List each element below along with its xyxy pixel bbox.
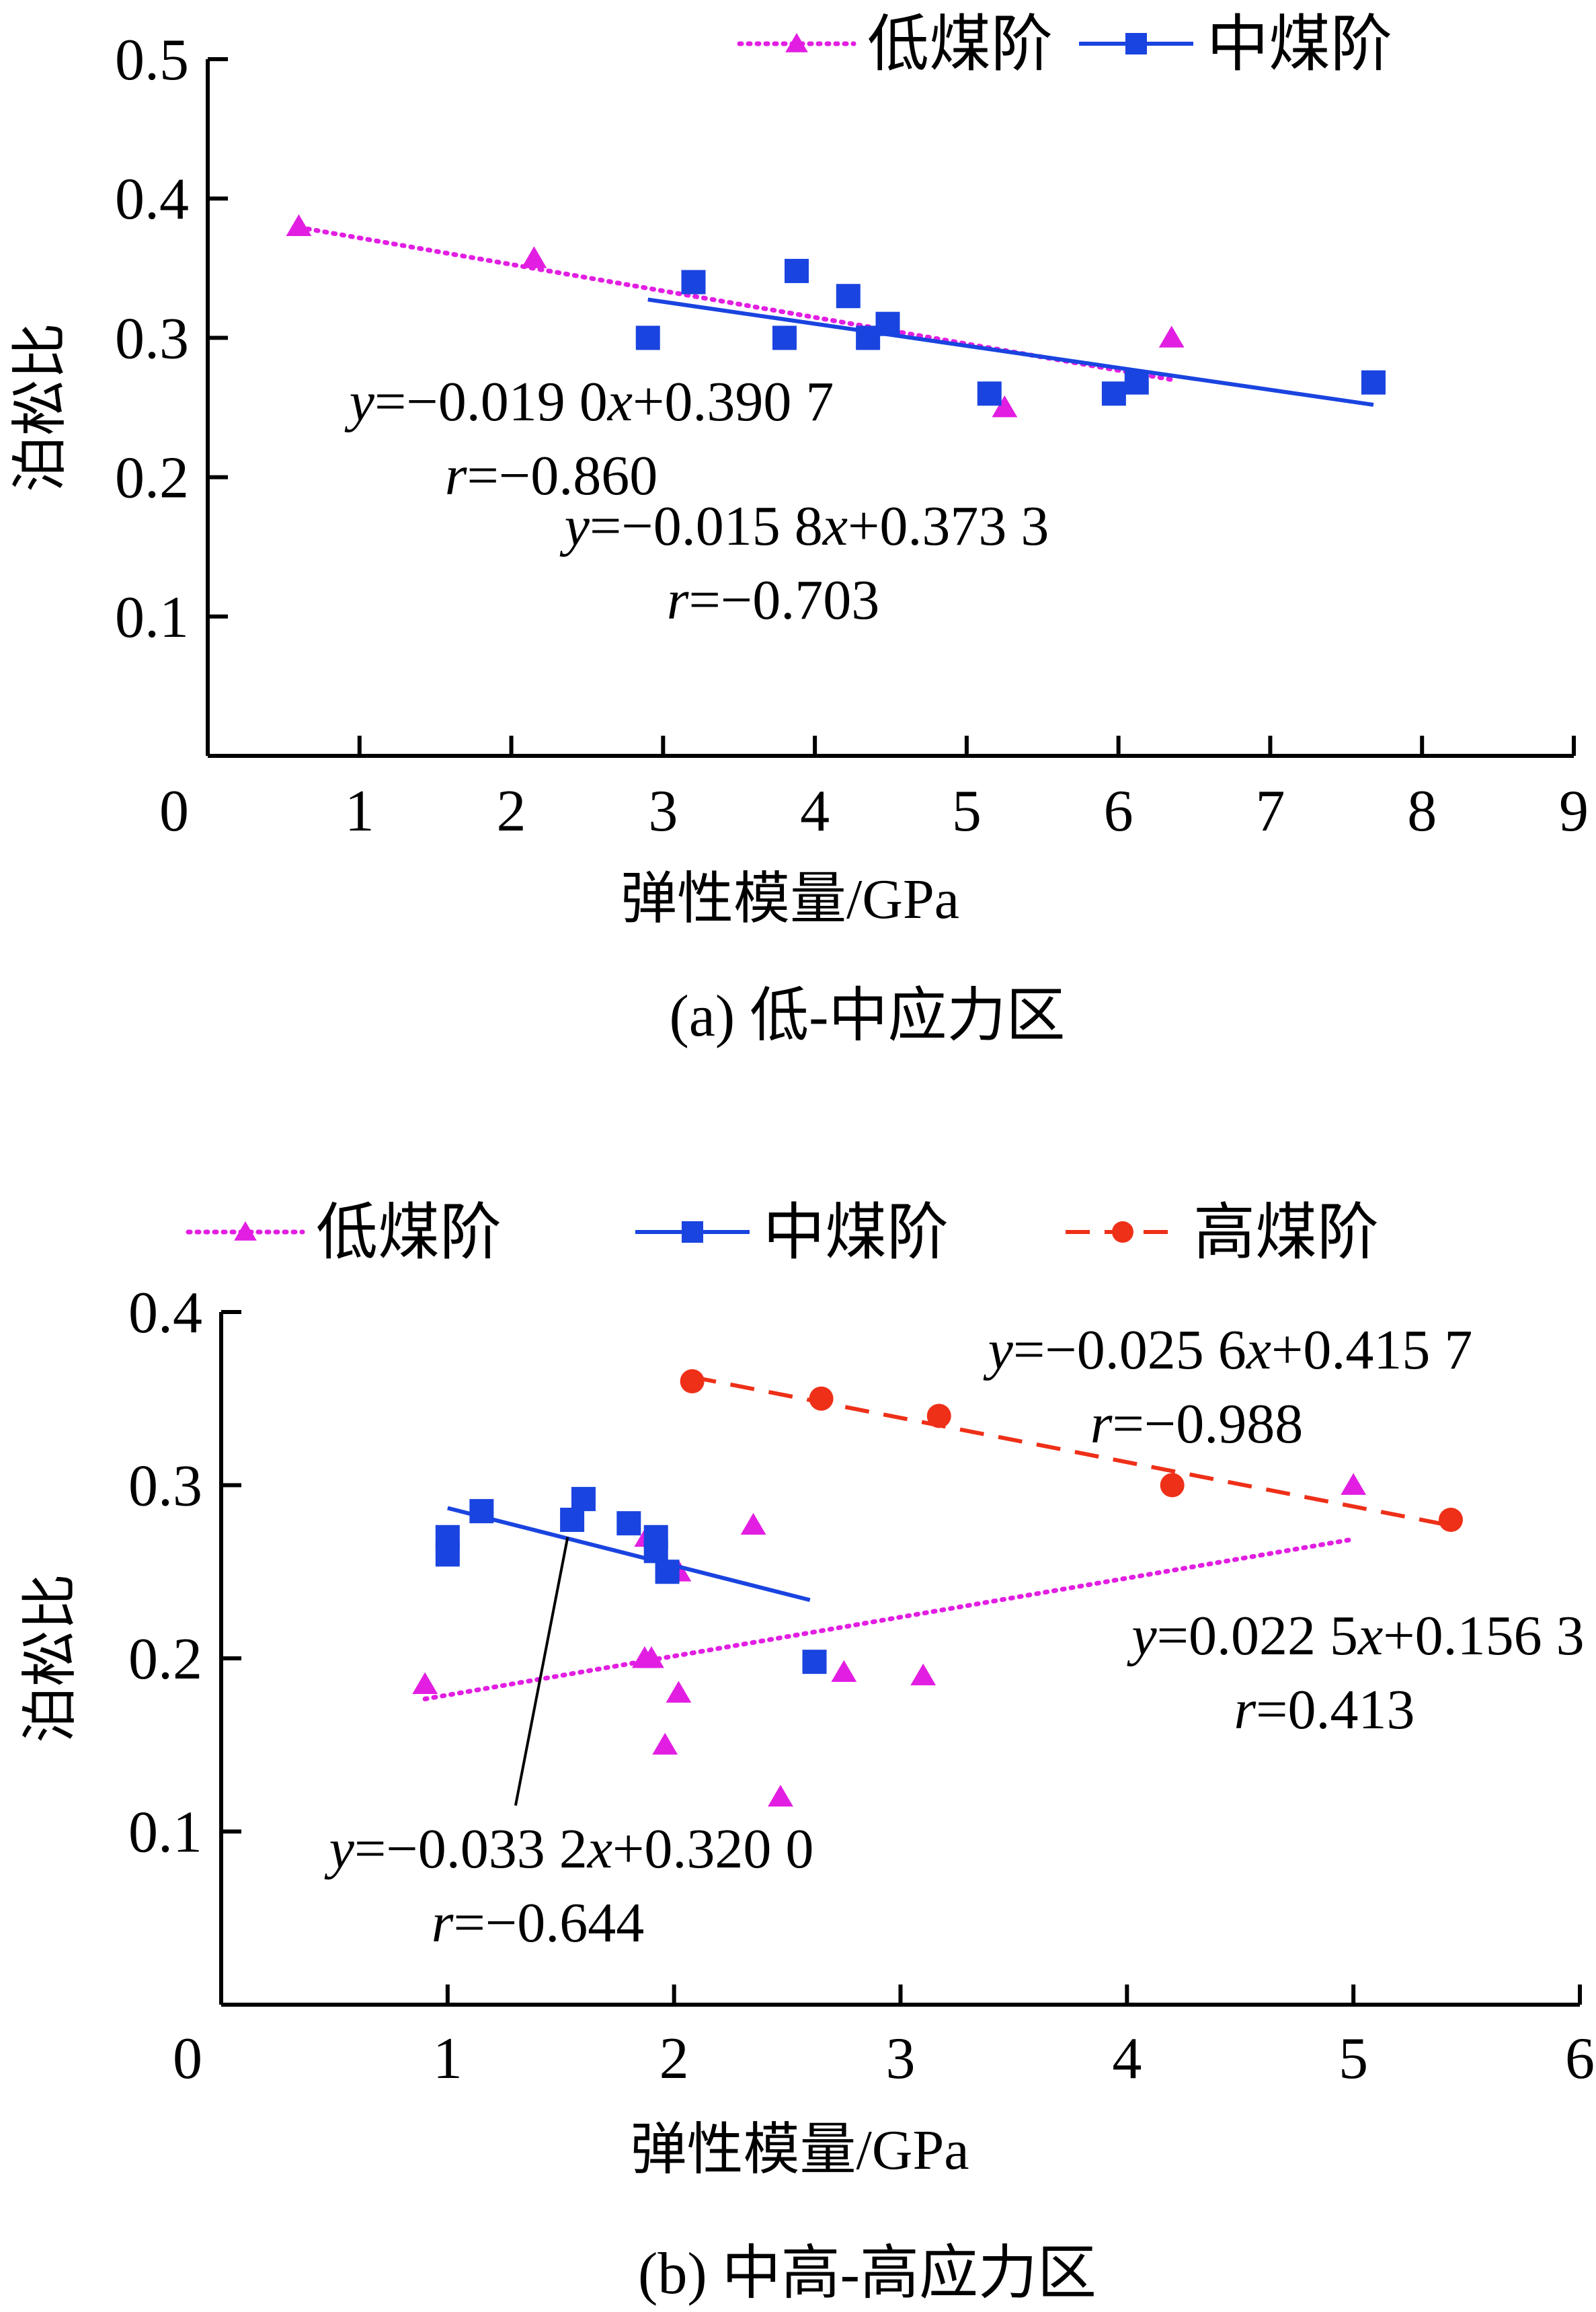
- chart1-x-tick-label: 2: [497, 779, 526, 844]
- chart1-x-tick-label: 8: [1407, 779, 1437, 844]
- chart2-y-axis-label: 泊松比: [19, 1574, 82, 1743]
- chart2-point-triangle: [666, 1681, 692, 1703]
- chart2-legend-marker-triangle: [234, 1221, 257, 1241]
- chart2-y-tick-label: 0.2: [128, 1627, 202, 1692]
- chart2-equation-1: y=−0.033 2x+0.320 0: [324, 1818, 814, 1880]
- chart1-x-tick-label: 3: [648, 779, 678, 844]
- chart2-fit-line-2: [692, 1375, 1451, 1528]
- chart2-x-tick-label: 5: [1339, 2026, 1368, 2091]
- chart1-x-axis-label: 弹性模量/GPa: [621, 868, 959, 931]
- chart2-equation-0: y=0.022 5x+0.156 3: [1126, 1605, 1584, 1667]
- chart1-point-square: [681, 270, 706, 295]
- chart1-point-square: [635, 325, 660, 350]
- chart1-legend-label-0: 低煤阶: [867, 10, 1053, 79]
- chart1-r-value-1: r=−0.703: [667, 569, 879, 631]
- chart2-legend-label-2: 高煤阶: [1193, 1198, 1379, 1267]
- chart1-x-tick-label: 1: [345, 779, 374, 844]
- chart1-point-square: [785, 258, 809, 283]
- chart1-y-tick-label: 0.1: [115, 585, 189, 650]
- chart2-x-tick-label: 4: [1112, 2026, 1142, 2091]
- chart1-point-square: [836, 284, 861, 309]
- chart1-point-triangle: [992, 395, 1018, 418]
- chart1-r-value-0: r=−0.860: [445, 445, 657, 507]
- chart2-point-square: [616, 1511, 641, 1536]
- chart2-fit-line-1: [447, 1506, 811, 1603]
- chart1-point-square: [1124, 370, 1149, 395]
- chart2-point-triangle: [639, 1646, 664, 1668]
- chart2-r-value-1: r=−0.644: [432, 1892, 644, 1954]
- chart1-point-square: [772, 325, 797, 350]
- chart1-point-square: [977, 381, 1002, 406]
- chart2-y-tick-label: 0.4: [128, 1280, 202, 1346]
- chart2-point-triangle: [910, 1663, 936, 1686]
- chart2-fit-line-0: [422, 1537, 1356, 1701]
- chart2-x-tick-label: 6: [1565, 2026, 1595, 2091]
- chart1-y-tick-label: 0.2: [115, 446, 189, 511]
- chart2-point-triangle: [652, 1732, 678, 1755]
- chart1-point-triangle: [1158, 325, 1185, 348]
- chart2-caption: (b) 中高-高应力区: [638, 2241, 1096, 2307]
- chart2-point-square: [560, 1508, 585, 1532]
- chart2-point-circle: [1439, 1508, 1464, 1532]
- chart2-equation-2: y=−0.025 6x+0.415 7: [983, 1319, 1473, 1381]
- chart2-point-square: [435, 1525, 460, 1549]
- chart1-x-tick-label: 6: [1104, 779, 1133, 844]
- chart2-r-value-2: r=−0.988: [1090, 1393, 1303, 1455]
- chart2-point-circle: [926, 1403, 951, 1428]
- chart2-y-tick-label: 0.1: [128, 1800, 202, 1865]
- chart1-caption: (a) 低-中应力区: [670, 984, 1066, 1049]
- chart1-x-tick-label: 5: [952, 779, 982, 844]
- chart2-r-value-0: r=0.413: [1234, 1679, 1414, 1741]
- chart2-point-square: [802, 1650, 827, 1674]
- chart1-fit-line-1: [647, 297, 1374, 407]
- chart1-x-tick-label: 7: [1255, 779, 1285, 844]
- chart1-x-tick-label: 4: [800, 779, 830, 844]
- chart1-point-triangle: [521, 246, 547, 268]
- chart1-y-tick-label: 0.3: [115, 306, 189, 371]
- chart2-x-axis-label: 弹性模量/GPa: [630, 2119, 969, 2182]
- chart2-point-circle: [680, 1369, 705, 1393]
- chart2-point-triangle: [740, 1512, 766, 1535]
- chart2-x-tick-label: 3: [886, 2026, 916, 2091]
- chart2-x-tick-label: 2: [660, 2026, 689, 2091]
- chart2-point-triangle: [831, 1660, 857, 1682]
- chart1-equation-0: y=−0.019 0x+0.390 7: [344, 371, 834, 433]
- chart2-point-square: [655, 1559, 680, 1584]
- chart1-y-tick-label: 0.4: [115, 167, 189, 232]
- chart2-x-tick-label: 1: [433, 2026, 463, 2091]
- chart2-y-tick-label: 0.3: [128, 1454, 202, 1519]
- chart2-point-circle: [809, 1386, 834, 1411]
- chart1-x-tick-label: 9: [1559, 779, 1589, 844]
- chart1-point-square: [1361, 370, 1386, 395]
- chart2-point-triangle: [412, 1672, 438, 1695]
- chart2-x-tick-label: 0: [173, 2026, 202, 2091]
- chart2-legend-marker-circle: [1112, 1221, 1133, 1243]
- chart2-point-square: [469, 1499, 494, 1524]
- chart2-point-circle: [1160, 1473, 1185, 1498]
- chart2-point-triangle: [1341, 1473, 1367, 1495]
- chart2-legend-marker-square: [682, 1221, 703, 1243]
- chart1-legend-marker-triangle: [785, 33, 808, 52]
- chart2-annotation-leader-line: [514, 1537, 569, 1806]
- chart1-point-square: [1101, 381, 1126, 406]
- chart1-point-triangle: [286, 214, 312, 237]
- chart1-equation-1: y=−0.015 8x+0.373 3: [559, 495, 1049, 557]
- chart1-legend-marker-square: [1125, 33, 1147, 54]
- chart1-y-tick-label: 0.5: [115, 28, 189, 93]
- chart1-point-square: [875, 311, 900, 336]
- chart2-point-triangle: [768, 1785, 793, 1807]
- chart2-legend-label-1: 中煤阶: [763, 1198, 949, 1267]
- chart2-point-square: [643, 1539, 668, 1564]
- chart1-x-tick-label: 0: [159, 779, 189, 844]
- chart1-y-axis-label: 泊松比: [9, 323, 72, 492]
- chart1-legend-label-1: 中煤阶: [1207, 10, 1392, 79]
- chart2-point-square: [571, 1487, 596, 1512]
- chart2-legend-label-0: 低煤阶: [316, 1198, 502, 1267]
